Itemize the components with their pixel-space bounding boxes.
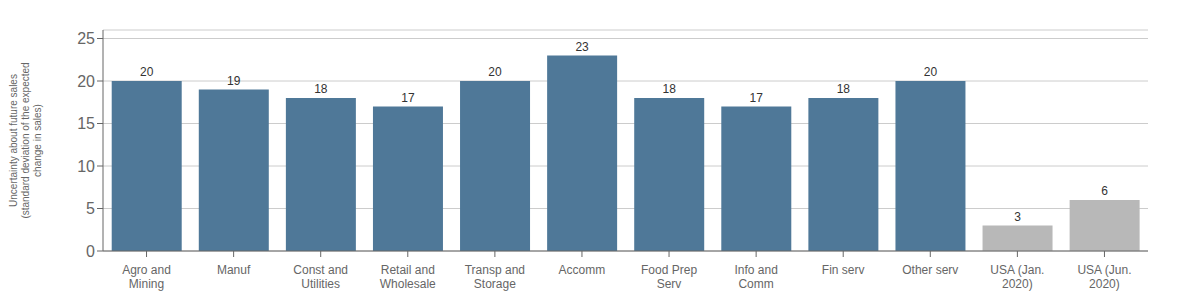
svg-text:Food PrepServ: Food PrepServ bbox=[641, 263, 697, 291]
svg-text:Retail andWholesale: Retail andWholesale bbox=[380, 263, 436, 291]
svg-text:Info andComm: Info andComm bbox=[734, 263, 777, 291]
svg-text:3: 3 bbox=[1014, 210, 1021, 224]
svg-text:17: 17 bbox=[401, 91, 415, 105]
svg-text:Transp andStorage: Transp andStorage bbox=[465, 263, 525, 291]
svg-text:20: 20 bbox=[488, 65, 502, 79]
svg-text:Fin serv: Fin serv bbox=[822, 263, 865, 277]
svg-text:20: 20 bbox=[77, 73, 95, 90]
svg-text:15: 15 bbox=[77, 115, 95, 132]
svg-text:Uncertainty about future sales: Uncertainty about future sales(standard … bbox=[8, 62, 43, 218]
svg-text:0: 0 bbox=[86, 243, 95, 260]
svg-text:18: 18 bbox=[314, 82, 328, 96]
svg-text:6: 6 bbox=[1101, 184, 1108, 198]
svg-text:20: 20 bbox=[924, 65, 938, 79]
svg-text:Const andUtilities: Const andUtilities bbox=[293, 263, 348, 291]
svg-text:20: 20 bbox=[140, 65, 154, 79]
svg-text:USA (Jun.2020): USA (Jun.2020) bbox=[1077, 263, 1131, 291]
svg-text:23: 23 bbox=[575, 40, 589, 54]
svg-text:Accomm: Accomm bbox=[559, 263, 606, 277]
svg-text:Other serv: Other serv bbox=[902, 263, 958, 277]
svg-text:USA (Jan.2020): USA (Jan.2020) bbox=[990, 263, 1044, 291]
svg-text:18: 18 bbox=[663, 82, 677, 96]
svg-text:Agro andMining: Agro andMining bbox=[122, 263, 171, 291]
svg-text:25: 25 bbox=[77, 30, 95, 47]
svg-text:19: 19 bbox=[227, 74, 241, 88]
svg-text:Manuf: Manuf bbox=[217, 263, 251, 277]
svg-text:18: 18 bbox=[837, 82, 851, 96]
svg-text:10: 10 bbox=[77, 158, 95, 175]
svg-text:5: 5 bbox=[86, 200, 95, 217]
svg-text:17: 17 bbox=[750, 91, 764, 105]
